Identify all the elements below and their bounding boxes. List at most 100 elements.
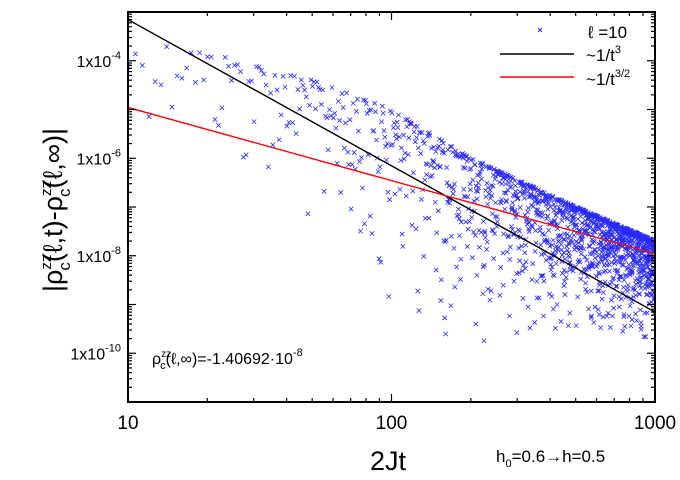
data-point xyxy=(587,251,593,257)
data-point xyxy=(519,179,525,185)
data-point xyxy=(402,150,408,156)
data-point xyxy=(623,273,629,279)
data-point xyxy=(351,150,357,155)
data-point xyxy=(486,164,492,170)
data-point xyxy=(348,206,354,212)
data-point xyxy=(489,182,494,188)
data-point xyxy=(559,218,565,224)
data-point xyxy=(215,122,221,128)
data-point xyxy=(617,274,623,280)
data-point xyxy=(449,144,455,150)
data-point xyxy=(440,147,446,153)
data-point xyxy=(290,120,296,126)
data-point xyxy=(222,54,228,60)
data-point xyxy=(616,304,622,310)
data-point xyxy=(379,119,385,125)
data-point xyxy=(308,77,314,83)
data-point xyxy=(452,284,458,290)
data-point xyxy=(597,271,603,277)
data-point xyxy=(534,295,540,301)
data-point xyxy=(385,189,391,195)
data-point xyxy=(366,107,372,113)
data-point xyxy=(443,237,449,243)
data-point xyxy=(284,123,290,129)
data-point xyxy=(604,313,610,319)
data-point xyxy=(573,323,579,329)
data-point xyxy=(276,137,282,143)
data-point xyxy=(578,213,584,219)
data-point xyxy=(501,190,507,196)
data-point xyxy=(410,170,416,176)
data-point xyxy=(571,214,577,220)
data-point xyxy=(422,177,428,183)
data-point xyxy=(638,323,644,329)
data-point xyxy=(333,125,339,131)
data-point xyxy=(507,244,513,250)
data-point xyxy=(591,319,597,325)
data-point xyxy=(651,282,655,288)
data-point xyxy=(325,147,331,153)
data-point xyxy=(553,212,559,218)
y-axis-ticks: 1x10-4 1x10-6 1x10-8 1x10-10 xyxy=(70,13,655,403)
data-point xyxy=(627,303,633,309)
data-point xyxy=(387,197,393,203)
data-point xyxy=(383,143,389,149)
data-point xyxy=(466,219,472,225)
data-point xyxy=(613,252,619,258)
data-point xyxy=(398,145,404,151)
data-point xyxy=(313,106,319,112)
data-point xyxy=(414,123,420,129)
data-point xyxy=(368,107,374,113)
data-point xyxy=(443,331,449,337)
data-point xyxy=(577,234,583,240)
data-point xyxy=(615,268,621,274)
data-point xyxy=(586,306,592,312)
data-point xyxy=(636,279,642,285)
data-point xyxy=(526,228,532,234)
data-point xyxy=(497,179,502,185)
data-point xyxy=(547,192,553,198)
data-point xyxy=(377,164,383,170)
data-point xyxy=(569,239,575,245)
y-tick-label: 1x10-4 xyxy=(77,50,121,71)
data-point xyxy=(412,139,418,145)
data-point xyxy=(303,94,309,100)
data-point xyxy=(615,246,621,252)
quench-label: h0=0.6→h=0.5 xyxy=(496,447,605,470)
data-point xyxy=(577,259,583,265)
data-point xyxy=(551,208,557,214)
data-point xyxy=(561,236,567,242)
data-point xyxy=(463,154,469,160)
data-point xyxy=(433,267,439,273)
data-point xyxy=(472,161,478,167)
data-point xyxy=(484,239,490,245)
data-point xyxy=(417,130,423,136)
data-point xyxy=(499,197,505,203)
data-point xyxy=(579,220,585,226)
data-point xyxy=(481,262,487,268)
data-point xyxy=(480,161,485,167)
fit-line-t32 xyxy=(128,106,655,255)
data-point xyxy=(508,223,514,229)
data-point xyxy=(520,191,526,197)
legend-entry-t32: ~1/t3/2 xyxy=(500,68,630,89)
data-point xyxy=(371,128,377,134)
data-point xyxy=(500,250,506,256)
data-point xyxy=(375,169,381,175)
data-point xyxy=(433,149,439,155)
data-point xyxy=(520,262,526,268)
data-point xyxy=(380,110,386,116)
data-point xyxy=(419,130,425,136)
data-point xyxy=(621,311,627,317)
data-point xyxy=(421,140,427,146)
data-point xyxy=(272,72,278,78)
data-point xyxy=(503,190,509,196)
data-point xyxy=(527,325,533,331)
data-point xyxy=(472,232,478,238)
data-point xyxy=(510,200,516,206)
data-point xyxy=(550,193,555,199)
data-point xyxy=(381,128,387,134)
y-axis-label: |ρzzc(ℓ,t)-ρzzc(ℓ,∞)| xyxy=(38,128,74,292)
data-point xyxy=(509,206,515,212)
data-point xyxy=(360,185,365,191)
